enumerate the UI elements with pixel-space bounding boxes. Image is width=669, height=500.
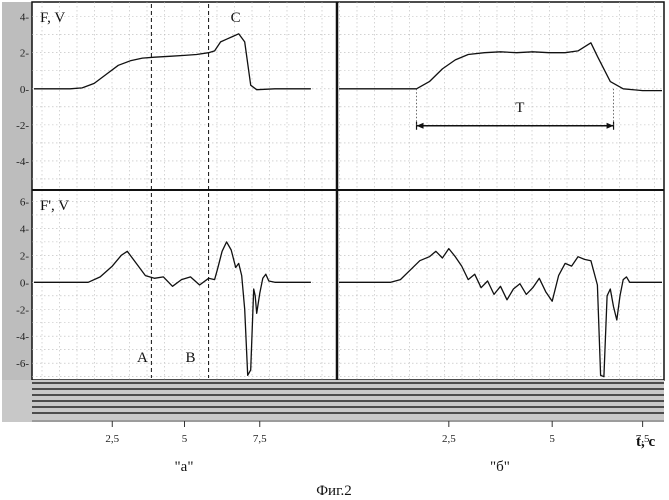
x-tick-label: 7,5	[253, 433, 267, 445]
y-tick-label: 6-	[20, 196, 30, 208]
y-tick-label: 4-	[20, 12, 30, 24]
x-axis-label: t, c	[636, 434, 655, 450]
panel-name-b: "б"	[490, 459, 510, 475]
y-tick-label: -4-	[16, 156, 29, 168]
annotation-c: C	[231, 10, 241, 26]
y-tick-label: -6-	[16, 358, 29, 370]
figure-caption: Фиг.2	[316, 483, 352, 499]
x-tick-label: 2,5	[105, 433, 119, 445]
y-tick-label: 0-	[20, 277, 30, 289]
annotation-b: B	[186, 350, 196, 366]
y-tick-label: 2-	[20, 48, 30, 60]
bottom-strip	[2, 380, 664, 422]
x-tick-label: 2,5	[442, 433, 456, 445]
y-tick-label: -2-	[16, 120, 29, 132]
panel-name-a: "а"	[175, 459, 194, 475]
y-tick-label: 0-	[20, 84, 30, 96]
x-axis: 2,557,52,557,5	[105, 421, 650, 445]
y-tick-label: -2-	[16, 304, 29, 316]
y-tick-label: 4-	[20, 223, 30, 235]
top-y-axis-label: F, V	[40, 10, 65, 26]
annotation-t: T	[515, 100, 524, 116]
x-tick-label: 5	[549, 433, 555, 445]
x-tick-label: 5	[182, 433, 188, 445]
annotation-a: A	[137, 350, 148, 366]
bottom-y-axis-label: F', V	[40, 198, 69, 214]
y-tick-label: 2-	[20, 250, 30, 262]
y-tick-label: -4-	[16, 331, 29, 343]
